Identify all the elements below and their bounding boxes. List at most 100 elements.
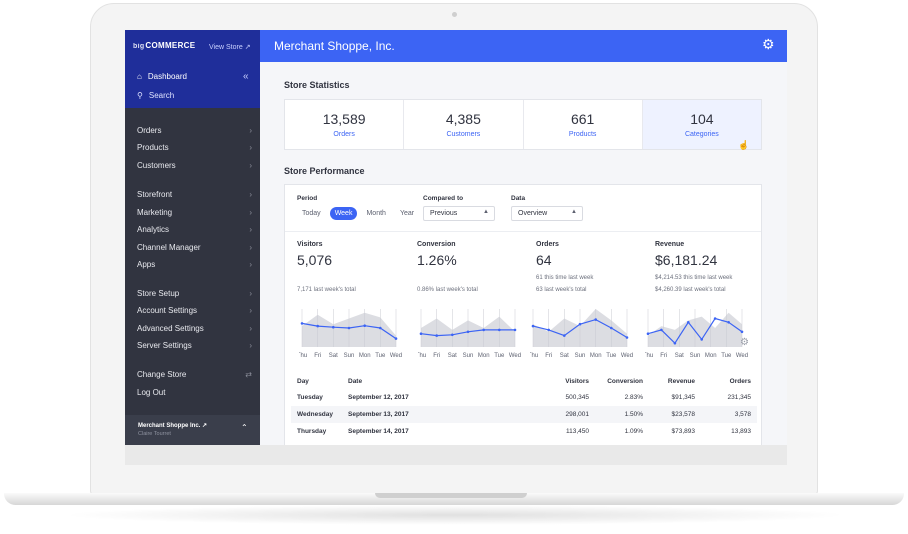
metric-subtext: $4,260.39 last week's total xyxy=(655,287,726,293)
store-switcher[interactable]: Merchant Shoppe Inc. ↗ Claire Tourret ⌃ xyxy=(125,415,260,445)
gear-icon[interactable]: ⚙ xyxy=(762,36,775,52)
sidebar-item-dashboard[interactable]: ⌂ Dashboard xyxy=(137,72,187,81)
sidebar-item-label: Change Store xyxy=(137,370,187,379)
sidebar-item-advanced-settings[interactable]: Advanced Settings › xyxy=(137,324,252,333)
day-tick-label: Mon xyxy=(359,353,371,359)
sidebar-item-products[interactable]: Products › xyxy=(137,143,252,152)
compared-to-label: Compared to xyxy=(423,195,464,202)
sidebar-item-change-store[interactable]: Change Store ⇄ xyxy=(137,370,252,379)
sidebar-item-channel-manager[interactable]: Channel Manager › xyxy=(137,243,252,252)
period-month[interactable]: Month xyxy=(366,210,386,217)
metric-subtext: 61 this time last week xyxy=(536,275,594,281)
sidebar-item-analytics[interactable]: Analytics › xyxy=(137,225,252,234)
table-row[interactable]: Thursday September 14, 2017 113,450 1.09… xyxy=(291,423,757,440)
sidebar-item-search[interactable]: ⚲ Search xyxy=(137,91,174,100)
cell-visitors: 500,345 xyxy=(565,394,590,401)
sidebar-item-label: Server Settings xyxy=(137,341,192,350)
screen-chin xyxy=(125,445,787,465)
collapse-sidebar-icon[interactable]: « xyxy=(243,71,249,82)
metric-value: 64 xyxy=(536,252,552,268)
sidebar-item-apps[interactable]: Apps › xyxy=(137,260,252,269)
chevron-right-icon: › xyxy=(249,341,252,350)
stat-value: 13,589 xyxy=(322,111,366,127)
table-row[interactable]: Tuesday September 12, 2017 500,345 2.83%… xyxy=(291,389,757,406)
sidebar-item-marketing[interactable]: Marketing › xyxy=(137,208,252,217)
sidebar-item-label: Search xyxy=(148,91,175,100)
data-point xyxy=(531,324,535,328)
column-header-conversion[interactable]: Conversion xyxy=(607,378,643,385)
column-header-day[interactable]: Day xyxy=(297,378,309,385)
logo[interactable]: bigCOMMERCE xyxy=(133,41,195,50)
day-tick-label: Thu xyxy=(645,353,653,359)
day-tick-label: Sun xyxy=(690,353,701,359)
chevron-up-icon[interactable]: ⌃ xyxy=(241,423,248,432)
day-tick-label: Wed xyxy=(621,353,633,359)
metric-visitors: Visitors 5,076 7,171 last week's total xyxy=(297,241,407,293)
metric-name: Visitors xyxy=(297,241,323,248)
metric-conversion: Conversion 1.26% 0.86% last week's total xyxy=(417,241,527,293)
cell-date: September 14, 2017 xyxy=(348,428,409,435)
column-header-revenue[interactable]: Revenue xyxy=(667,378,695,385)
period-year[interactable]: Year xyxy=(399,210,415,217)
cell-conversion: 2.83% xyxy=(624,394,643,401)
sidebar-item-account-settings[interactable]: Account Settings › xyxy=(137,306,252,315)
revenue-sparkline: Thu Fri Sat Sun Mon Tue Wed xyxy=(645,309,748,359)
sidebar-item-log-out[interactable]: Log Out xyxy=(137,388,252,397)
day-tick-label: Sat xyxy=(448,353,457,359)
chevron-right-icon: › xyxy=(249,161,252,170)
sidebar-item-storefront[interactable]: Storefront › xyxy=(137,190,252,199)
period-today[interactable]: Today xyxy=(302,210,321,217)
data-select[interactable]: Overview ▲ xyxy=(511,206,583,221)
screen: bigCOMMERCE View Store ↗ ⌂ Dashboard « ⚲ S… xyxy=(125,30,787,445)
sidebar-item-label: Store Setup xyxy=(137,289,180,298)
metric-orders: Orders 64 61 this time last week 63 last… xyxy=(536,241,646,293)
day-tick-label: Wed xyxy=(390,353,402,359)
stat-orders[interactable]: 13,589 Orders xyxy=(285,100,405,149)
logo-text: COMMERCE xyxy=(145,41,196,50)
day-tick-label: Sat xyxy=(675,353,684,359)
period-selector: Today Week Month Year xyxy=(297,207,419,220)
column-header-visitors[interactable]: Visitors xyxy=(565,378,589,385)
footer-store-name: Merchant Shoppe Inc. ↗ xyxy=(138,422,207,429)
table-row[interactable]: Wednesday September 13, 2017 298,001 1.5… xyxy=(291,406,757,423)
data-point xyxy=(727,321,730,324)
day-tick-label: Sun xyxy=(463,353,474,359)
sidebar-item-orders[interactable]: Orders › xyxy=(137,126,252,135)
data-point xyxy=(563,334,566,337)
laptop-shadow xyxy=(60,505,850,525)
stat-customers[interactable]: 4,385 Customers xyxy=(404,100,524,149)
table-header-row: Day Date Visitors Conversion Revenue Ord… xyxy=(291,373,757,389)
chevron-right-icon: › xyxy=(249,243,252,252)
column-header-date[interactable]: Date xyxy=(348,378,363,385)
sidebar-item-label: Advanced Settings xyxy=(137,324,204,333)
day-tick-label: Wed xyxy=(736,353,748,359)
sidebar-item-customers[interactable]: Customers › xyxy=(137,161,252,170)
sidebar-item-server-settings[interactable]: Server Settings › xyxy=(137,341,252,350)
chevron-right-icon: › xyxy=(249,260,252,269)
day-tick-label: Thu xyxy=(418,353,426,359)
camera-dot xyxy=(452,12,457,17)
column-header-orders[interactable]: Orders xyxy=(729,378,751,385)
period-week[interactable]: Week xyxy=(329,207,358,220)
orders-sparkline: Thu Fri Sat Sun Mon Tue Wed xyxy=(530,309,633,359)
data-point xyxy=(713,317,717,320)
compared-to-select[interactable]: Previous ▲ xyxy=(423,206,495,221)
day-tick-label: Tue xyxy=(606,353,617,359)
view-store-link[interactable]: View Store ↗ xyxy=(209,43,251,51)
stat-label: Categories xyxy=(684,131,719,138)
data-point xyxy=(673,341,677,345)
sidebar-item-store-setup[interactable]: Store Setup › xyxy=(137,289,252,298)
day-tick-label: Thu xyxy=(299,353,307,359)
pointer-cursor-icon: ☝ xyxy=(738,140,750,150)
gear-icon[interactable]: ⚙ xyxy=(740,337,749,348)
metric-value: 1.26% xyxy=(417,252,457,268)
data-point xyxy=(394,337,398,340)
sidebar-item-label: Channel Manager xyxy=(137,243,201,252)
footer-store-label: Merchant Shoppe Inc. xyxy=(138,423,201,429)
current-period-line xyxy=(647,317,743,345)
cell-visitors: 298,001 xyxy=(565,411,590,418)
day-tick-label: Mon xyxy=(590,353,602,359)
stat-products[interactable]: 661 Products xyxy=(524,100,643,149)
stat-label: Customers xyxy=(446,131,481,138)
stat-categories[interactable]: 104 Categories xyxy=(642,100,761,149)
